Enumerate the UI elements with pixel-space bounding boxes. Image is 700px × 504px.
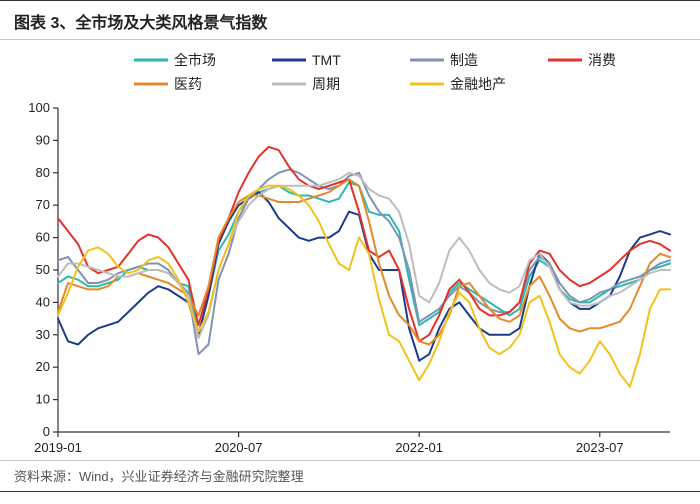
series-pharma [58,179,670,344]
legend-label-pharma: 医药 [174,76,202,92]
legend-label-consumer: 消费 [588,52,616,68]
x-tick-label: 2022-01 [395,440,443,455]
source-text: 资料来源：Wind，兴业证券经济与金融研究院整理 [14,469,304,484]
y-tick-label: 30 [36,327,50,342]
y-tick-label: 80 [36,165,50,180]
y-tick-label: 60 [36,230,50,245]
y-tick-label: 10 [36,392,50,407]
x-tick-label: 2020-07 [215,440,263,455]
legend-label-financial_realestate: 金融地产 [450,76,506,92]
legend-label-cyclical: 周期 [312,76,340,92]
y-tick-label: 100 [28,100,50,115]
title-bar: 图表 3、全市场及大类风格景气指数 [0,0,700,40]
y-tick-label: 40 [36,294,50,309]
x-tick-label: 2023-07 [576,440,624,455]
line-chart-svg: 0 10 20 30 40 50 60 70 80 90 100 2019-01 2020-07 2022… [14,44,686,460]
chart-title: 图表 3、全市场及大类风格景气指数 [14,15,267,32]
y-tick-label: 70 [36,197,50,212]
y-tick-label: 0 [43,424,50,439]
legend-label-tmt: TMT [312,52,341,68]
source-bar: 资料来源：Wind，兴业证券经济与金融研究院整理 [0,460,700,492]
y-tick-label: 90 [36,132,50,147]
y-tick-label: 50 [36,262,50,277]
y-tick-label: 20 [36,359,50,374]
legend-label-manufacturing: 制造 [450,52,478,68]
x-tick-label: 2019-01 [34,440,82,455]
chart-area: 0 10 20 30 40 50 60 70 80 90 100 2019-01 2020-07 2022… [14,44,686,460]
figure-container: 图表 3、全市场及大类风格景气指数 0 10 20 30 40 50 60 70 80 90 100… [0,0,700,504]
legend-label-whole_market: 全市场 [174,52,216,68]
